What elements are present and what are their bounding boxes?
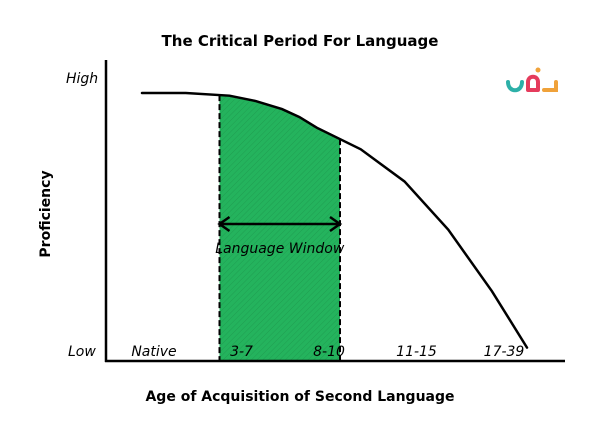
chart-title: The Critical Period For Language (162, 32, 439, 50)
x-tick-17-39: 17-39 (484, 344, 525, 360)
y-axis-label: Proficiency (38, 170, 54, 257)
x-ticks: Native 3-7 8-10 11-15 17-39 (131, 344, 524, 360)
x-tick-11-15: 11-15 (396, 344, 437, 360)
logo-icon (506, 67, 558, 93)
y-tick-high: High (66, 71, 98, 87)
x-tick-native: Native (131, 344, 176, 360)
proficiency-curve (140, 91, 529, 349)
x-axis-label: Age of Acquisition of Second Language (145, 389, 454, 405)
y-tick-low: Low (68, 344, 96, 360)
language-window: Language Window (215, 95, 345, 361)
window-arrow (217, 215, 343, 233)
window-label: Language Window (215, 241, 345, 257)
window-fill (219, 95, 340, 361)
x-tick-8-10: 8-10 (313, 344, 345, 360)
x-tick-3-7: 3-7 (230, 344, 253, 360)
